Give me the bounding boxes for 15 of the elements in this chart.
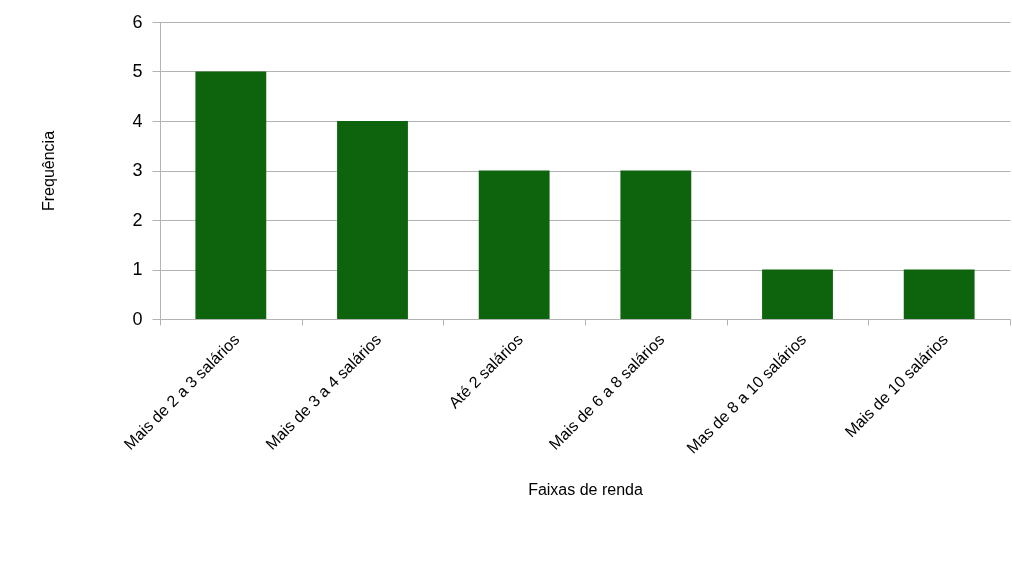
y-tick-label: 4 [132, 110, 143, 131]
bar [620, 170, 692, 319]
bar [337, 121, 408, 319]
bar [762, 269, 833, 319]
y-axis-title: Frequência [40, 130, 58, 212]
bar [195, 71, 267, 319]
y-tick-label: 1 [132, 259, 143, 279]
x-axis-title: Faixas de renda [528, 480, 643, 498]
y-tick-label: 5 [132, 61, 143, 81]
y-tick-label: 2 [132, 209, 143, 230]
bar [903, 269, 975, 319]
y-tick-label: 6 [132, 11, 143, 32]
y-tick-label: 0 [132, 308, 143, 329]
y-tick-label: 3 [132, 160, 143, 180]
bar [478, 170, 550, 319]
